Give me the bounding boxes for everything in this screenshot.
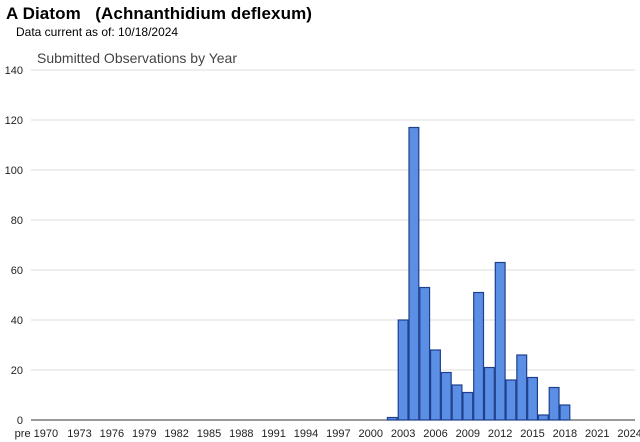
y-tick-label: 60	[11, 265, 23, 277]
x-tick-label: 2021	[585, 428, 609, 440]
x-tick-label: 1976	[100, 428, 124, 440]
bar	[397, 319, 409, 421]
bar	[473, 291, 485, 421]
x-tick-label: 2003	[391, 428, 415, 440]
x-tick-label: 2018	[553, 428, 577, 440]
bar	[419, 286, 431, 421]
x-tick-label: 1991	[261, 428, 285, 440]
x-tick-label: 2006	[423, 428, 447, 440]
x-tick-label: 2015	[520, 428, 544, 440]
x-tick-label: 1979	[132, 428, 156, 440]
bar	[462, 391, 474, 421]
x-tick-label: 1988	[229, 428, 253, 440]
x-tick-label: 1994	[294, 428, 318, 440]
y-tick-label: 20	[11, 365, 23, 377]
bar	[408, 126, 420, 421]
bar	[559, 404, 571, 421]
x-tick-label: 2024	[617, 428, 640, 440]
x-tick-label: 1973	[67, 428, 91, 440]
x-tick-label: pre 1970	[15, 428, 58, 440]
bar	[494, 261, 506, 421]
bar	[483, 366, 495, 421]
page-title: A Diatom (Achnanthidium deflexum)	[6, 4, 313, 23]
y-tick-label: 100	[5, 165, 23, 177]
x-tick-label: 2012	[488, 428, 512, 440]
data-current-label: Data current as of: 10/18/2024	[16, 25, 179, 39]
bar	[440, 371, 452, 421]
x-tick-label: 1985	[197, 428, 221, 440]
bar	[386, 416, 398, 421]
y-tick-label: 120	[5, 115, 23, 127]
bar	[527, 376, 539, 421]
y-tick-label: 0	[17, 415, 23, 427]
bar	[451, 384, 463, 421]
y-tick-label: 80	[11, 215, 23, 227]
chart-title: Submitted Observations by Year	[37, 50, 237, 66]
bar	[429, 349, 441, 421]
x-tick-label: 2000	[359, 428, 383, 440]
bar	[516, 354, 528, 421]
x-tick-label: 1982	[164, 428, 188, 440]
x-tick-label: 2009	[456, 428, 480, 440]
x-tick-label: 1997	[326, 428, 350, 440]
y-tick-label: 140	[5, 65, 23, 77]
bar	[537, 414, 549, 421]
y-tick-label: 40	[11, 315, 23, 327]
bar	[548, 386, 560, 421]
bar	[505, 379, 517, 421]
